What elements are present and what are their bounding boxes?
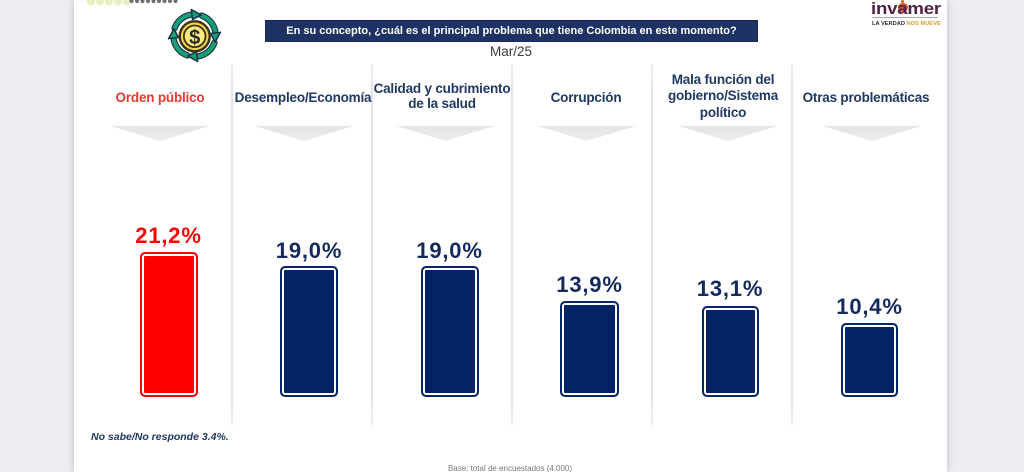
svg-text:$: $ [189, 27, 200, 49]
